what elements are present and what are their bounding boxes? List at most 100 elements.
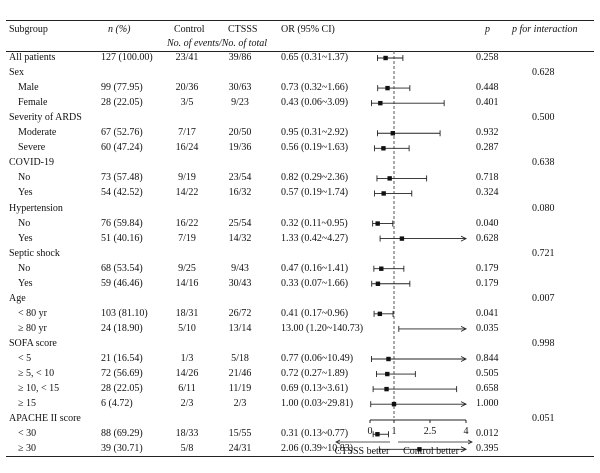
ctsss-cell: 24/31 xyxy=(228,443,252,455)
or-ci-cell: 0.32 (0.11~0.95) xyxy=(281,217,348,229)
p-cell: 0.040 xyxy=(476,217,499,229)
or-ci-cell: 0.77 (0.06~10.49) xyxy=(281,353,354,364)
ctsss-cell: 15/55 xyxy=(228,428,252,440)
ctsss-cell: 5/18 xyxy=(231,353,249,364)
or-ci-cell: 0.73 (0.32~1.66) xyxy=(281,82,349,94)
ctsss-cell: 20/50 xyxy=(228,127,252,139)
ctsss-cell: 30/63 xyxy=(228,82,252,94)
subgroup-level-label: < 5 xyxy=(18,353,32,364)
subgroup-level-label: Yes xyxy=(18,232,33,244)
n-cell: 68 (53.54) xyxy=(101,262,143,274)
subgroup-level-label: Severe xyxy=(18,142,46,154)
p-cell: 0.658 xyxy=(476,383,499,395)
ctsss-cell: 2/3 xyxy=(233,398,247,410)
subgroup-label: COVID-19 xyxy=(9,157,54,169)
n-cell: 76 (59.84) xyxy=(101,217,143,229)
p-interaction-cell: 0.998 xyxy=(532,337,555,349)
or-point xyxy=(386,356,391,362)
control-cell: 2/3 xyxy=(180,398,194,410)
p-cell: 0.628 xyxy=(476,232,499,244)
header-control: Control xyxy=(174,24,205,35)
or-ci-cell: 2.06 (0.39~10.83) xyxy=(281,443,354,455)
p-cell: 0.012 xyxy=(476,428,499,440)
or-point xyxy=(381,146,386,151)
subgroup-level-label: Yes xyxy=(18,277,33,289)
p-interaction-cell: 0.638 xyxy=(532,157,555,169)
control-cell: 5/8 xyxy=(180,443,194,455)
x-tick-label: 0 xyxy=(368,426,373,437)
ctsss-cell: 13/14 xyxy=(228,322,252,334)
p-interaction-cell: 0.721 xyxy=(532,247,555,259)
n-cell: 6 (4.72) xyxy=(101,398,133,410)
control-better-label: Control better xyxy=(403,446,459,457)
header-ctsss: CTSSS xyxy=(228,24,258,35)
or-ci-cell: 0.41 (0.17~0.96) xyxy=(281,307,349,319)
ci-arrow-right xyxy=(460,356,468,362)
right-arrow-head xyxy=(467,439,473,445)
ctsss-cell: 9/43 xyxy=(231,262,249,274)
subgroup-level-label: Female xyxy=(18,97,48,109)
or-point xyxy=(379,266,384,271)
n-cell: 88 (69.29) xyxy=(101,428,143,440)
or-point xyxy=(399,236,405,241)
subgroup-label: Sex xyxy=(9,67,24,79)
ci-arrow-right xyxy=(460,401,468,408)
x-tick-label: 2.5 xyxy=(424,426,437,437)
ctsss-cell: 25/54 xyxy=(228,217,252,229)
or-point xyxy=(375,281,381,286)
subgroup-level-label: ≥ 15 xyxy=(18,398,36,410)
or-ci-cell: 0.72 (0.27~1.89) xyxy=(281,368,349,380)
subgroup-label: Hypertension xyxy=(9,202,63,214)
or-ci-cell: 0.33 (0.07~1.66) xyxy=(281,277,349,289)
control-cell: 20/36 xyxy=(175,82,199,94)
n-cell: 67 (52.76) xyxy=(101,127,143,139)
subgroup-label: SOFA score xyxy=(9,337,57,349)
bottom-rule xyxy=(6,456,594,457)
n-cell: 28 (22.05) xyxy=(101,97,143,109)
header-n: n (%) xyxy=(108,24,131,35)
ctsss-cell: 14/32 xyxy=(228,232,252,244)
or-point xyxy=(377,311,383,317)
subgroup-level-label: No xyxy=(18,172,31,184)
ctsss-cell: 30/43 xyxy=(228,277,252,289)
p-interaction-cell: 0.080 xyxy=(532,202,555,214)
control-cell: 3/5 xyxy=(180,97,194,109)
subgroup-level-label: ≥ 80 yr xyxy=(18,322,47,334)
or-point xyxy=(384,386,389,392)
subgroup-level-label: No xyxy=(18,262,31,274)
ctsss-cell: 21/46 xyxy=(228,368,252,380)
header-rule xyxy=(6,51,594,52)
n-cell: 24 (18.90) xyxy=(101,322,143,334)
p-cell: 0.324 xyxy=(476,187,499,199)
control-cell: 18/33 xyxy=(175,428,199,440)
or-point xyxy=(385,371,390,377)
subgroup-level-label: Moderate xyxy=(18,127,57,139)
n-cell: 21 (16.54) xyxy=(101,353,143,364)
or-ci-cell: 0.69 (0.13~3.61) xyxy=(281,383,349,395)
control-cell: 23/41 xyxy=(175,52,199,63)
ctsss-cell: 9/23 xyxy=(231,97,249,109)
ci-arrow-right xyxy=(460,446,468,453)
subgroup-label: APACHE II score xyxy=(9,413,81,425)
or-ci-cell: 0.57 (0.19~1.74) xyxy=(281,187,349,199)
ctsss-cell: 39/86 xyxy=(228,52,252,63)
header-p-interaction: p for interaction xyxy=(512,24,578,35)
ctsss-cell: 26/72 xyxy=(228,307,252,319)
or-point xyxy=(390,131,395,136)
n-cell: 54 (42.52) xyxy=(101,187,143,199)
or-ci-cell: 0.43 (0.06~3.09) xyxy=(281,97,349,109)
or-ci-cell: 0.47 (0.16~1.41) xyxy=(281,262,349,274)
n-cell: 72 (56.69) xyxy=(101,368,143,380)
p-cell: 0.041 xyxy=(476,307,499,319)
p-cell: 0.287 xyxy=(476,142,499,154)
p-cell: 0.844 xyxy=(476,353,499,364)
or-point xyxy=(375,221,380,226)
p-cell: 1.000 xyxy=(476,398,499,410)
subgroup-level-label: < 80 yr xyxy=(18,307,47,319)
control-cell: 16/22 xyxy=(175,217,199,229)
subgroup-level-label: ≥ 5, < 10 xyxy=(18,368,55,380)
left-arrow-head xyxy=(335,439,341,445)
subgroup-label: Septic shock xyxy=(9,247,60,259)
or-point xyxy=(391,401,397,407)
